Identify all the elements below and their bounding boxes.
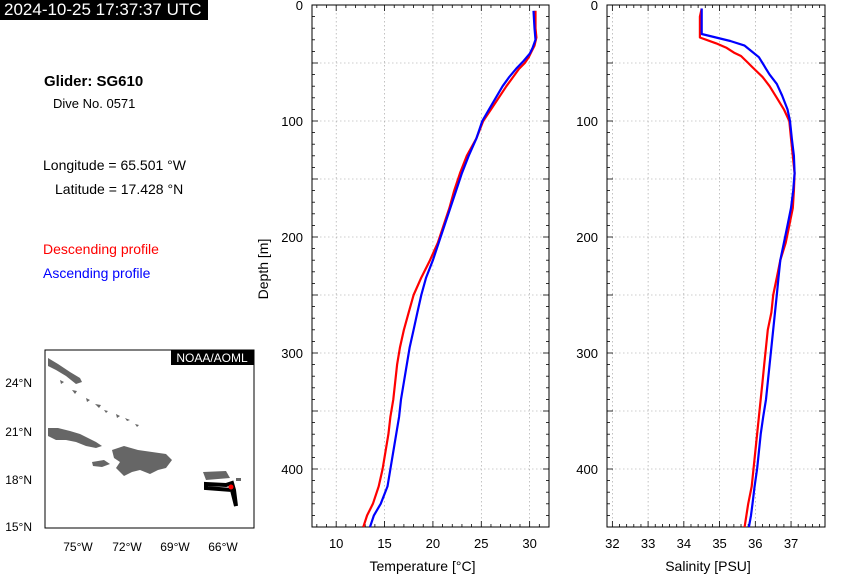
salinity-panel: 32 33 34 35 36 37 0 100 200 300 400 Salinity [PSU]: [576, 0, 826, 574]
x-tick-label: 15: [377, 536, 391, 551]
glider-name: Glider: SG610: [44, 73, 144, 90]
y-tick-label: 300: [576, 346, 598, 361]
plot-frame: [606, 4, 826, 528]
map-island-hispaniola: [112, 446, 172, 476]
map-lat-label: 24°N: [5, 376, 32, 390]
series-line-ascending: [368, 10, 537, 528]
y-tick-label: 400: [281, 462, 303, 477]
map-lat-label: 15°N: [5, 520, 32, 534]
timestamp-label: 2024-10-25 17:37:37 UTC: [0, 0, 208, 20]
legend-descending: Descending profile: [43, 241, 159, 257]
x-tick-label: 34: [677, 536, 691, 551]
x-tick-label: 25: [474, 536, 488, 551]
glider-track: [204, 480, 238, 507]
x-tick-label: 33: [641, 536, 655, 551]
map-lon-label: 66°W: [208, 540, 238, 554]
x-tick-label: 30: [522, 536, 536, 551]
map-island-cuba: [48, 358, 82, 384]
latitude-readout: Latitude = 17.428 °N: [55, 181, 184, 197]
map-lat-label: 18°N: [5, 473, 32, 487]
map-lat-label: 21°N: [5, 425, 32, 439]
map-lon-label: 75°W: [63, 540, 93, 554]
map-credit-box: [171, 350, 254, 365]
glider-position-marker: [228, 484, 234, 490]
x-axis-label: Salinity [PSU]: [665, 558, 751, 574]
x-tick-label: 35: [712, 536, 726, 551]
longitude-readout: Longitude = 65.501 °W: [43, 157, 186, 173]
axis-ticks: [607, 4, 825, 528]
series-line-ascending: [700, 8, 796, 528]
y-tick-label: 200: [281, 230, 303, 245]
series-line-descending: [362, 10, 538, 528]
map-islands-virgin: [236, 478, 241, 481]
grid: [312, 5, 549, 527]
location-map: NOAA/AOML 24°N 21°N 18°N 15°N 75°W 72°W 69°W 66…: [5, 349, 255, 554]
map-island-cuba-main: [48, 428, 102, 448]
x-tick-label: 10: [329, 536, 343, 551]
legend-ascending: Ascending profile: [43, 265, 151, 281]
map-island-jamaica: [92, 460, 110, 467]
y-tick-label: 400: [576, 462, 598, 477]
dive-number: Dive No. 0571: [53, 96, 136, 111]
y-axis-label: Depth [m]: [255, 239, 271, 300]
x-tick-label: 36: [748, 536, 762, 551]
y-tick-label: 100: [576, 114, 598, 129]
y-tick-label: 200: [576, 230, 598, 245]
plot-frame: [311, 4, 550, 528]
map-lon-label: 69°W: [160, 540, 190, 554]
x-axis-label: Temperature [°C]: [370, 558, 476, 574]
axis-ticks: [312, 4, 550, 528]
x-tick-label: 37: [784, 536, 798, 551]
map-credit: NOAA/AOML: [176, 351, 248, 365]
y-tick-label: 0: [591, 0, 598, 13]
y-tick-label: 0: [296, 0, 303, 13]
map-island-puerto-rico: [203, 471, 230, 480]
map-lon-label: 72°W: [112, 540, 142, 554]
x-tick-label: 20: [426, 536, 440, 551]
grid: [607, 5, 825, 527]
y-tick-label: 100: [281, 114, 303, 129]
x-tick-label: 32: [605, 536, 619, 551]
y-tick-label: 300: [281, 346, 303, 361]
